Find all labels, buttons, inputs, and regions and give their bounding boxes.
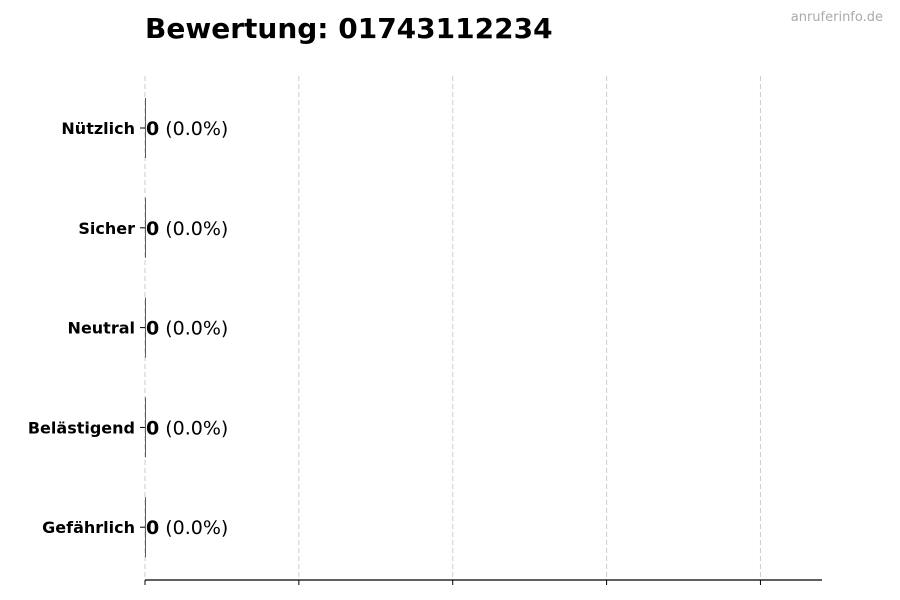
data-label-percent: (0.0%) <box>165 318 228 340</box>
data-label-percent: (0.0%) <box>165 118 228 140</box>
y-tick-label: Nützlich <box>61 119 135 138</box>
bar <box>145 297 146 358</box>
data-label-count: 0 <box>146 118 159 140</box>
data-label: 0 (0.0%) <box>146 118 228 140</box>
data-label-count: 0 <box>146 318 159 340</box>
data-label: 0 (0.0%) <box>146 517 228 539</box>
watermark: anruferinfo.de <box>790 10 883 25</box>
bar <box>145 397 146 458</box>
data-label: 0 (0.0%) <box>146 417 228 439</box>
data-label-percent: (0.0%) <box>165 517 228 539</box>
y-tick-label: Gefährlich <box>42 518 135 537</box>
data-label: 0 (0.0%) <box>146 218 228 240</box>
data-label-percent: (0.0%) <box>165 218 228 240</box>
data-label-percent: (0.0%) <box>165 417 228 439</box>
bar <box>145 98 146 158</box>
data-label-count: 0 <box>146 517 159 539</box>
bar <box>145 497 146 558</box>
y-tick-label: Neutral <box>68 319 135 338</box>
y-tick-label: Sicher <box>78 219 135 238</box>
data-label-count: 0 <box>146 218 159 240</box>
bar <box>145 197 146 258</box>
chart-title: Bewertung: 01743112234 <box>145 12 553 45</box>
data-label: 0 (0.0%) <box>146 318 228 340</box>
y-tick-label: Belästigend <box>28 418 135 437</box>
data-label-count: 0 <box>146 417 159 439</box>
